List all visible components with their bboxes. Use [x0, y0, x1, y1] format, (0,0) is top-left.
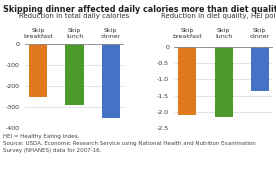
Text: HEI = Healthy Eating Index.
Source: USDA, Economic Research Service using Nation: HEI = Healthy Eating Index. Source: USDA… [3, 134, 256, 153]
Bar [214, 47, 233, 117]
Bar [29, 44, 47, 97]
Title: Reduction in total daily calories: Reduction in total daily calories [19, 13, 130, 19]
Bar [178, 47, 197, 115]
Title: Reduction in diet quality, HEI points: Reduction in diet quality, HEI points [161, 13, 276, 19]
Bar [251, 47, 269, 91]
Bar [65, 44, 84, 105]
Bar [102, 44, 120, 118]
Text: Skipping dinner affected daily calories more than diet quality: Skipping dinner affected daily calories … [3, 5, 276, 14]
